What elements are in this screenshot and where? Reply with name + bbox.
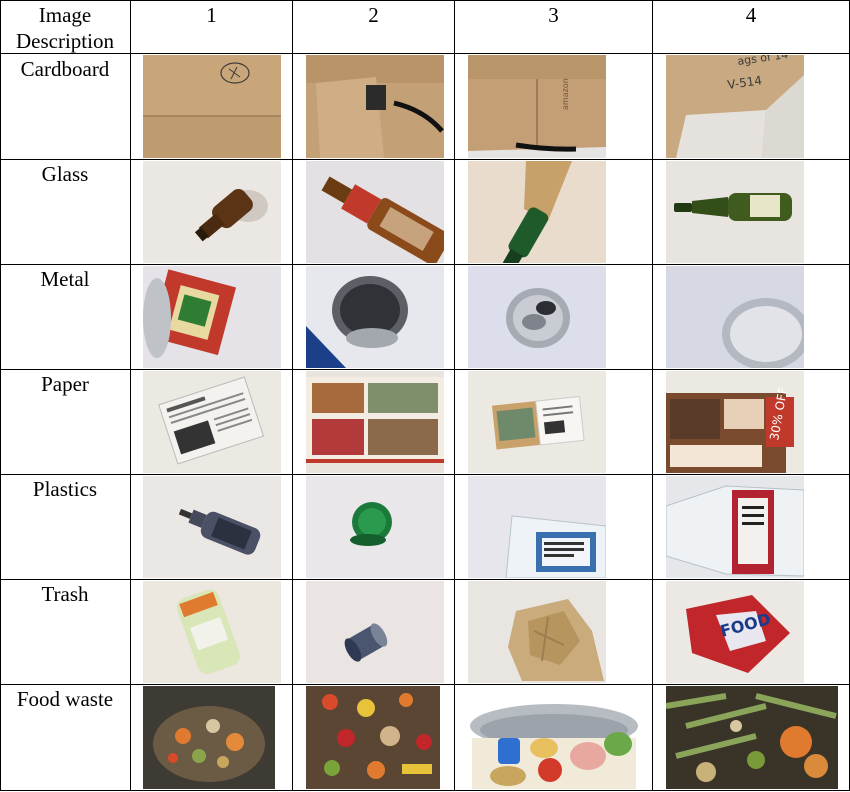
cardboard-box-icon: amazon — [468, 55, 606, 158]
table-rule — [130, 0, 131, 791]
table-rule — [0, 369, 850, 370]
green-bottle-icon — [468, 161, 606, 263]
header-col-3: 3 — [548, 3, 559, 27]
svg-text:V-514: V-514 — [726, 73, 762, 92]
table-rule — [454, 0, 455, 791]
table-rule — [0, 53, 850, 54]
soda-can-icon — [468, 266, 606, 368]
header-desc-line2: Description — [16, 29, 114, 53]
header-desc-line1: Image — [38, 3, 92, 27]
brown-bottle-icon — [306, 161, 444, 263]
bottle-cap-icon — [306, 476, 444, 578]
compost-icon — [143, 686, 275, 789]
table-rule — [0, 474, 850, 475]
row-label-glass: Glass — [41, 162, 89, 186]
tin-can-icon — [143, 266, 281, 368]
compost-icon — [666, 686, 838, 789]
row-label-paper: Paper — [41, 372, 89, 396]
row-label-trash: Trash — [41, 582, 89, 606]
crumpled-bag-icon — [468, 581, 606, 683]
water-bottle-icon — [666, 476, 804, 578]
capsule-icon — [306, 581, 444, 683]
table-rule — [0, 159, 850, 160]
snack-pouch-icon — [143, 581, 281, 683]
plastic-bottle-icon — [143, 476, 281, 578]
newspaper-icon — [143, 371, 281, 473]
magazine-icon — [306, 371, 444, 473]
brown-bottle-icon — [143, 161, 281, 263]
tin-can-icon — [306, 266, 444, 368]
table-rule — [0, 0, 850, 1]
svg-text:amazon: amazon — [561, 78, 570, 110]
table-rule — [652, 0, 653, 791]
cardboard-box-icon — [143, 55, 281, 158]
table-rule — [292, 0, 293, 791]
row-label-plastics: Plastics — [32, 477, 98, 501]
row-label-metal: Metal — [40, 267, 90, 291]
table-rule — [0, 579, 850, 580]
table-rule — [0, 264, 850, 265]
chip-bag-icon: FOOD — [666, 581, 804, 683]
row-label-food-waste: Food waste — [16, 687, 114, 711]
jug-icon — [468, 476, 606, 578]
header-col-1: 1 — [206, 3, 217, 27]
header-col-4: 4 — [745, 3, 757, 27]
food-scraps-icon — [468, 686, 640, 789]
table-rule — [0, 790, 850, 791]
compost-icon — [306, 686, 440, 789]
table-rule — [0, 0, 1, 791]
row-label-cardboard: Cardboard — [20, 57, 110, 81]
cardboard-box-icon: ags of 14 V-514 — [666, 55, 804, 158]
brochure-icon: 30% OFF — [666, 371, 804, 473]
green-bottle-icon — [666, 161, 804, 263]
table-rule — [0, 684, 850, 685]
cardboard-box-icon — [306, 55, 444, 158]
header-col-2: 2 — [368, 3, 379, 27]
paper-scrap-icon — [468, 371, 606, 473]
aluminum-can-icon — [666, 266, 804, 368]
